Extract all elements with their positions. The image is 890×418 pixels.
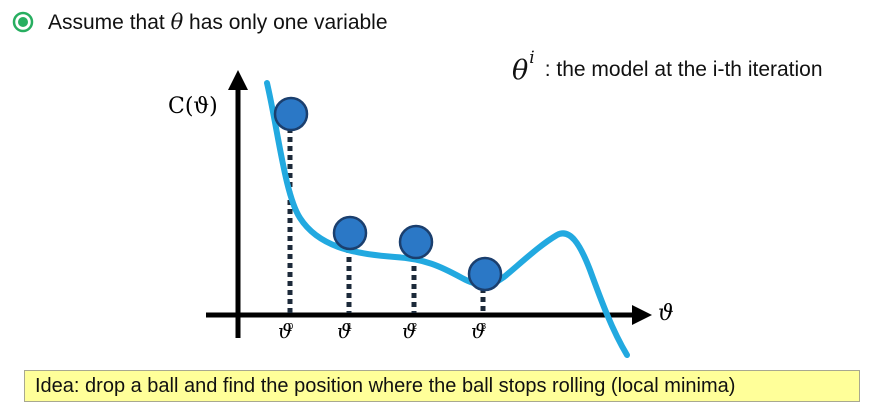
theta-i-superscript: i (529, 48, 535, 68)
theta-symbol: θ (170, 9, 184, 34)
tick-label-1: ϑ1 (337, 319, 352, 343)
radio-bullet-icon (12, 11, 34, 33)
ball-3 (467, 256, 503, 292)
tick-label-3: ϑ3 (471, 319, 486, 343)
ball-0 (273, 96, 309, 132)
idea-callout: Idea: drop a ball and find the position … (24, 370, 860, 402)
bullet-text-after: has only one variable (183, 10, 388, 34)
ball-1 (332, 215, 368, 251)
bullet-text: Assume that θ has only one variable (48, 10, 388, 35)
ball-2 (398, 224, 434, 260)
bullet-text-before: Assume that (48, 10, 171, 34)
y-axis-label: C(ϑ) (168, 94, 218, 119)
bullet-point: Assume that θ has only one variable (12, 8, 388, 36)
y-axis-arrow-icon (228, 70, 248, 90)
tick-label-0: ϑ0 (278, 319, 293, 343)
idea-text: Idea: drop a ball and find the position … (35, 374, 736, 397)
iteration-note-text: : the model at the i-th iteration (544, 58, 823, 81)
theta-i-symbol: θ (512, 54, 529, 86)
x-axis-label: ϑ (658, 301, 674, 326)
tick-label-2: ϑ2 (402, 319, 417, 343)
x-axis-arrow-icon (632, 305, 652, 325)
